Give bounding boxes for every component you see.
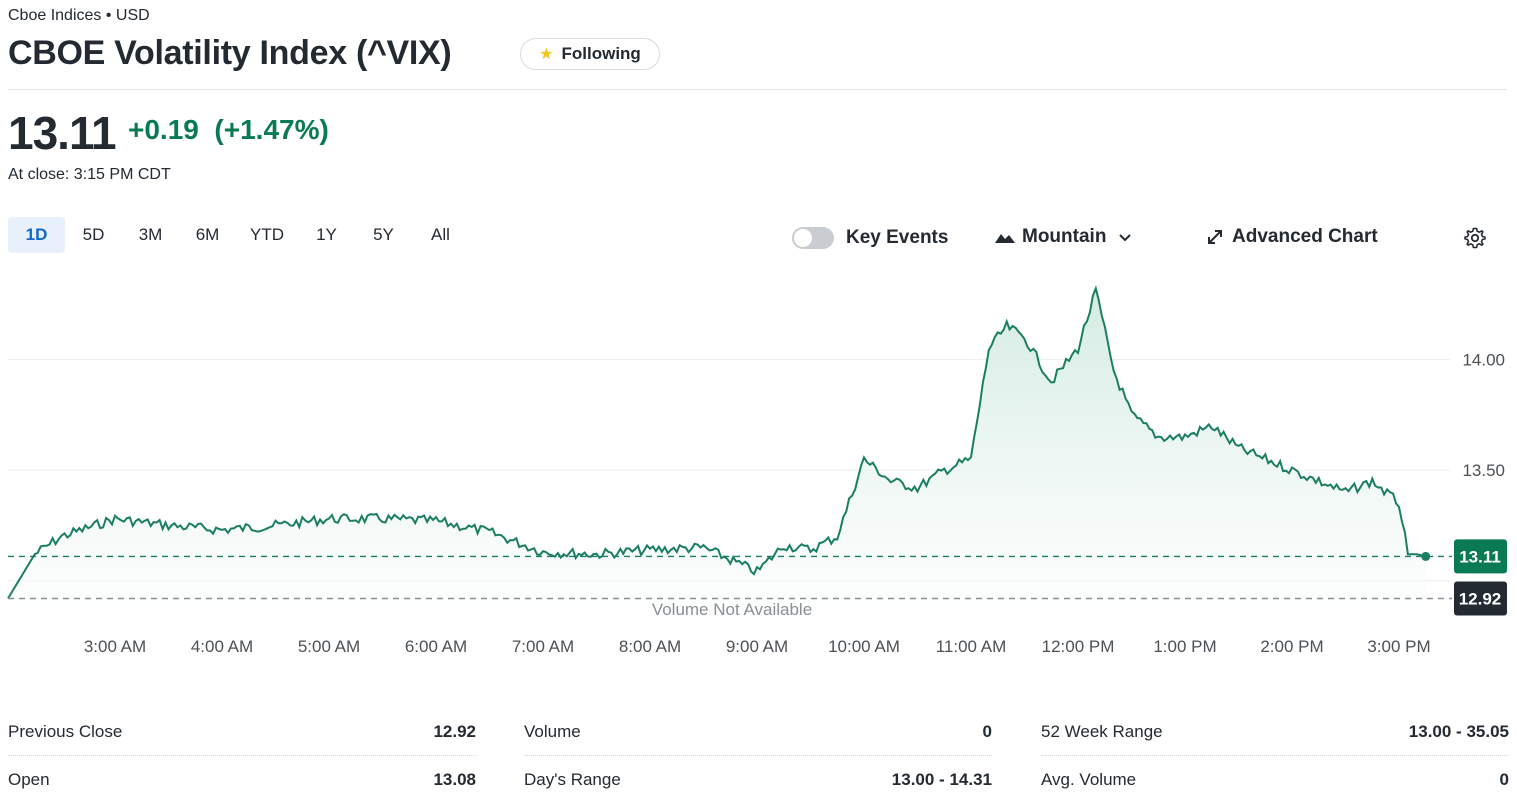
range-tab-ytd[interactable]: YTD bbox=[250, 225, 284, 244]
stat-label: Volume bbox=[524, 721, 581, 741]
price-change: +0.19 (+1.47%) bbox=[128, 114, 329, 146]
x-tick-label: 10:00 AM bbox=[828, 637, 900, 656]
stat-label: Day's Range bbox=[524, 770, 621, 789]
volume-note: Volume Not Available bbox=[652, 600, 812, 619]
price-value: 13.11 bbox=[8, 107, 117, 159]
range-tab-6m[interactable]: 6M bbox=[195, 225, 220, 244]
exchange-label: Cboe Indices • USD bbox=[8, 7, 150, 24]
y-tick-label: 13.50 bbox=[1462, 461, 1505, 480]
page-title: CBOE Volatility Index (^VIX) bbox=[8, 34, 452, 72]
stat-value: 13.00 - 35.05 bbox=[1408, 721, 1509, 741]
x-tick-label: 7:00 AM bbox=[512, 637, 574, 656]
chevron-down-icon bbox=[1119, 234, 1132, 242]
x-tick-label: 3:00 PM bbox=[1367, 637, 1430, 656]
stat-row: 52 Week Range 13.00 - 35.05 bbox=[1041, 708, 1509, 756]
x-tick-label: 9:00 AM bbox=[726, 637, 788, 656]
previous-close-badge bbox=[1454, 581, 1507, 616]
stat-row: Open 13.08 bbox=[8, 756, 476, 804]
current-price-badge bbox=[1454, 539, 1507, 574]
stat-label: 52 Week Range bbox=[1041, 721, 1163, 741]
range-tab-3m[interactable]: 3M bbox=[138, 225, 163, 244]
price-badges: 13.11 12.92 bbox=[1454, 539, 1507, 616]
stat-value: 12.92 bbox=[433, 721, 476, 741]
stat-label: Open bbox=[8, 770, 50, 789]
x-tick-label: 12:00 PM bbox=[1042, 637, 1115, 656]
range-tab-1y[interactable]: 1Y bbox=[316, 225, 337, 244]
x-tick-label: 5:00 AM bbox=[298, 637, 360, 656]
range-tab-all[interactable]: All bbox=[431, 225, 450, 244]
stat-label: Avg. Volume bbox=[1041, 770, 1137, 789]
x-tick-label: 3:00 AM bbox=[84, 637, 146, 656]
previous-close-badge-label: 12.92 bbox=[1459, 589, 1502, 608]
price-area bbox=[8, 288, 1426, 625]
key-events-label[interactable]: Key Events bbox=[846, 227, 949, 248]
advanced-chart-label: Advanced Chart bbox=[1232, 226, 1378, 247]
y-tick-label: 14.00 bbox=[1462, 351, 1505, 370]
key-events-toggle[interactable] bbox=[792, 227, 834, 249]
price-line bbox=[7, 285, 1427, 600]
range-tab-1d[interactable]: 1D bbox=[8, 217, 65, 253]
x-tick-label: 2:00 PM bbox=[1260, 637, 1323, 656]
change-value: +0.19 bbox=[128, 114, 199, 145]
stat-row: Previous Close 12.92 bbox=[8, 708, 476, 756]
range-tab-5y[interactable]: 5Y bbox=[373, 225, 394, 244]
stat-value: 13.08 bbox=[433, 770, 476, 789]
stats-column-3: 52 Week Range 13.00 - 35.05 Avg. Volume 0 bbox=[1041, 708, 1509, 804]
stat-row: Avg. Volume 0 bbox=[1041, 756, 1509, 804]
x-axis: 3:00 AM 4:00 AM 5:00 AM 6:00 AM 7:00 AM 8:00 … bbox=[84, 637, 1431, 656]
x-tick-label: 8:00 AM bbox=[619, 637, 681, 656]
x-tick-label: 11:00 AM bbox=[936, 637, 1007, 656]
x-tick-label: 6:00 AM bbox=[405, 637, 467, 656]
stat-value: 0 bbox=[982, 721, 992, 741]
stat-row: Day's Range 13.00 - 14.31 bbox=[524, 756, 992, 804]
star-icon: ★ bbox=[539, 46, 554, 63]
stat-value: 13.00 - 14.31 bbox=[891, 770, 992, 789]
chart-type-dropdown[interactable]: Mountain bbox=[994, 226, 1132, 248]
stats-column-2: Volume 0 Day's Range 13.00 - 14.31 bbox=[524, 708, 992, 804]
y-axis: 14.00 13.50 bbox=[1462, 351, 1505, 481]
stats-column-1: Previous Close 12.92 Open 13.08 bbox=[8, 708, 476, 804]
mountain-icon bbox=[995, 234, 1015, 243]
expand-icon bbox=[1208, 230, 1222, 244]
range-tab-5d[interactable]: 5D bbox=[82, 225, 105, 244]
stat-label: Previous Close bbox=[8, 721, 123, 741]
stat-value: 0 bbox=[1499, 770, 1509, 789]
current-price-dot bbox=[1421, 551, 1431, 561]
following-label: Following bbox=[561, 44, 641, 63]
close-time: At close: 3:15 PM CDT bbox=[8, 166, 171, 183]
x-tick-label: 4:00 AM bbox=[191, 637, 253, 656]
range-tabs: 1D 5D 3M 6M YTD 1Y 5Y All bbox=[8, 217, 469, 253]
x-tick-label: 1:00 PM bbox=[1153, 637, 1216, 656]
chart-type-label: Mountain bbox=[1022, 226, 1107, 247]
current-price-badge-label: 13.11 bbox=[1459, 547, 1501, 566]
toggle-knob bbox=[794, 229, 812, 247]
change-percent: (+1.47%) bbox=[214, 114, 329, 145]
price-chart[interactable]: Volume Not Available 14.00 13.50 3:00 AM 4… bbox=[0, 260, 1517, 670]
advanced-chart-button[interactable]: Advanced Chart bbox=[1206, 226, 1378, 248]
following-button[interactable]: ★ Following bbox=[520, 38, 660, 70]
stat-row: Volume 0 bbox=[524, 708, 992, 756]
gear-icon[interactable] bbox=[1463, 226, 1487, 250]
divider bbox=[8, 89, 1507, 90]
